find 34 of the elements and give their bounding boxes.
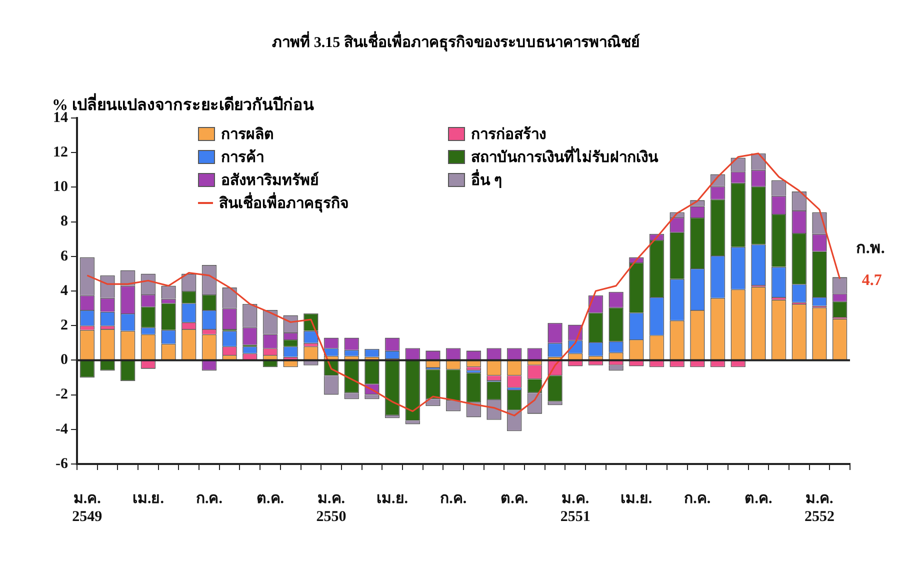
x-tick-label: ก.ค. [440, 490, 467, 507]
chart-title: ภาพที่ 3.15 สินเชื่อเพื่อภาคธุรกิจของระบบธนาคารพาณิชย์ [271, 30, 641, 54]
y-tick-label: 14 [53, 110, 68, 126]
x-tick-label: เม.ย. [620, 490, 652, 507]
x-tick-label: ม.ค. 2550 [316, 490, 346, 525]
legend-label: การผลิต [221, 126, 274, 145]
y-tick-label: 12 [53, 144, 68, 160]
text: ก.พ. [856, 240, 885, 258]
x-tick-label: ต.ค. [256, 490, 284, 507]
y-tick-label: -4 [56, 421, 68, 438]
legend-label: การก่อสร้าง [471, 125, 546, 145]
y-tick-label: -6 [56, 456, 68, 472]
x-tick-label: เม.ย. [132, 490, 164, 507]
y-tick-label: -2 [56, 386, 68, 403]
x-tick-label: ก.ค. [684, 490, 711, 507]
y-tick-label: 0 [60, 352, 68, 368]
y-tick-label: 10 [53, 179, 68, 196]
legend-label: การค้า [221, 148, 264, 168]
x-tick-label: ม.ค. 2552 [804, 490, 834, 525]
legend-label: สถาบันการเงินที่ไม่รับฝากเงิน [471, 145, 658, 168]
x-tick-label: เม.ย. [376, 490, 408, 507]
x-tick-label: ต.ค. [744, 490, 772, 507]
x-tick-label: ก.ค. [196, 490, 223, 507]
y-tick-label: 2 [60, 317, 68, 334]
legend-label: สินเชื่อเพื่อภาคธุรกิจ [219, 191, 349, 214]
text: 4.7 [862, 272, 882, 290]
x-tick-label: ม.ค. 2549 [72, 490, 102, 525]
x-tick-label: ม.ค. 2551 [560, 490, 590, 525]
y-tick-label: 6 [60, 248, 68, 264]
y-tick-label: 8 [60, 214, 68, 230]
y-tick-label: 4 [60, 282, 68, 299]
legend-label: อื่น ๆ [471, 168, 502, 191]
legend-label: อสังหาริมทรัพย์ [221, 170, 319, 191]
x-tick-label: ต.ค. [500, 490, 528, 507]
